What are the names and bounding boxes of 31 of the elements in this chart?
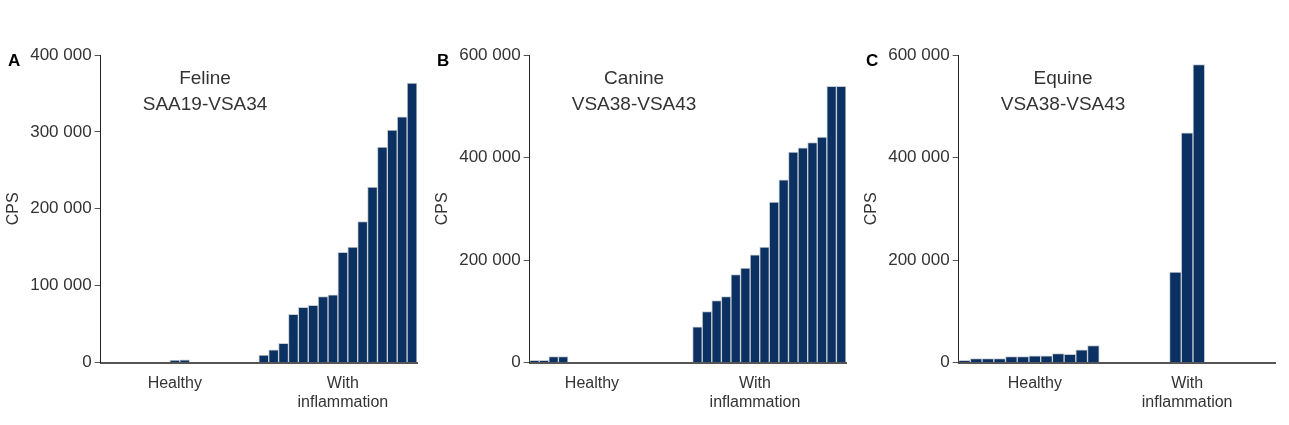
chart-title: C: [866, 51, 879, 71]
y-tick-label: 400 000: [888, 147, 950, 167]
y-tick-label: 200 000: [888, 249, 950, 269]
annotation: Feline: [179, 66, 231, 88]
y-tick-label: 600 000: [888, 44, 950, 64]
chart-title: A: [8, 51, 21, 71]
x-tick-label: Healthy: [1007, 373, 1062, 391]
y-tick-label: 400 000: [459, 147, 521, 167]
x-tick-label: With inflammation: [1141, 373, 1233, 410]
annotation: VSA38-VSA43: [571, 92, 697, 114]
y-tick-label: 0: [511, 352, 521, 372]
y-tick-label: 200 000: [459, 249, 521, 269]
chart-title: B: [437, 51, 450, 71]
y-tick-label: 300 000: [30, 121, 92, 141]
y-tick-label: 0: [940, 352, 950, 372]
y-tick-label: 400 000: [30, 44, 92, 64]
y-tick-label: 100 000: [30, 275, 92, 295]
x-tick-label: With inflammation: [297, 373, 389, 410]
annotation: Equine: [1033, 66, 1093, 88]
y-axis-title: CPS: [4, 192, 22, 226]
y-axis-title: CPS: [433, 192, 451, 226]
x-tick-label: Healthy: [564, 373, 620, 391]
annotation: SAA19-VSA34: [142, 92, 268, 114]
y-tick-label: 600 000: [459, 44, 521, 64]
y-tick-label: 0: [82, 352, 92, 372]
annotation: Canine: [603, 66, 665, 88]
annotation: VSA38-VSA43: [1000, 92, 1126, 114]
y-axis-title: CPS: [862, 192, 880, 226]
y-tick-label: 200 000: [30, 198, 92, 218]
x-tick-label: Healthy: [147, 373, 202, 391]
x-tick-label: With inflammation: [709, 373, 801, 410]
